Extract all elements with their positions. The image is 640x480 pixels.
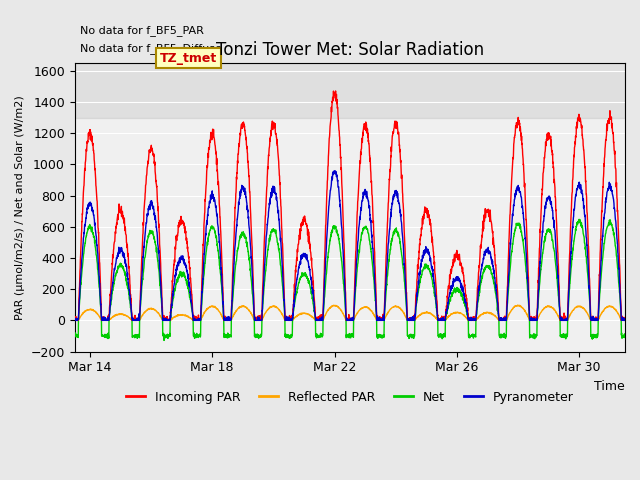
Bar <box>75 63 625 118</box>
Text: No data for f_BF5_Diffuse: No data for f_BF5_Diffuse <box>80 43 222 54</box>
X-axis label: Time: Time <box>595 380 625 393</box>
Text: TZ_tmet: TZ_tmet <box>160 51 217 64</box>
Text: No data for f_BF5_PAR: No data for f_BF5_PAR <box>80 25 204 36</box>
Y-axis label: PAR (μmol/m2/s) / Net and Solar (W/m2): PAR (μmol/m2/s) / Net and Solar (W/m2) <box>15 95 25 320</box>
Title: Tonzi Tower Met: Solar Radiation: Tonzi Tower Met: Solar Radiation <box>216 41 484 59</box>
Legend: Incoming PAR, Reflected PAR, Net, Pyranometer: Incoming PAR, Reflected PAR, Net, Pyrano… <box>121 386 579 409</box>
